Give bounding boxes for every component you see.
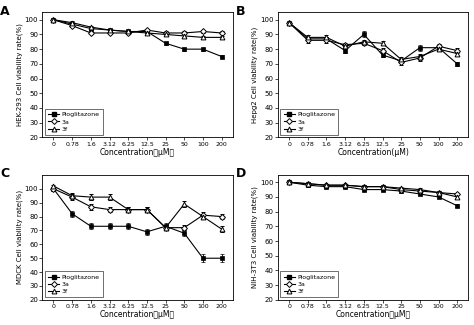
Y-axis label: MDCK Cell viability rate(%): MDCK Cell viability rate(%) xyxy=(16,190,23,284)
Y-axis label: NIH-3T3 Cell viability rate(%): NIH-3T3 Cell viability rate(%) xyxy=(252,187,258,288)
Legend: Pioglitazone, 3a, 3f: Pioglitazone, 3a, 3f xyxy=(45,109,103,135)
X-axis label: Concentration（μM）: Concentration（μM） xyxy=(100,310,175,319)
X-axis label: Concentration（μM）: Concentration（μM） xyxy=(100,148,175,157)
Legend: Pioglitazone, 3a, 3f: Pioglitazone, 3a, 3f xyxy=(281,109,338,135)
Text: D: D xyxy=(236,167,246,180)
Y-axis label: HEK-293 Cell viability rate(%): HEK-293 Cell viability rate(%) xyxy=(16,23,23,126)
X-axis label: Concentration（μM）: Concentration（μM） xyxy=(336,310,411,319)
Text: B: B xyxy=(236,5,246,18)
X-axis label: Concentration(μM): Concentration(μM) xyxy=(337,148,409,157)
Text: C: C xyxy=(0,167,9,180)
Legend: Pioglitazone, 3a, 3f: Pioglitazone, 3a, 3f xyxy=(45,271,103,297)
Y-axis label: Hepg2 Cell viability rate(%): Hepg2 Cell viability rate(%) xyxy=(252,27,258,123)
Text: A: A xyxy=(0,5,10,18)
Legend: Pioglitazone, 3a, 3f: Pioglitazone, 3a, 3f xyxy=(281,271,338,297)
